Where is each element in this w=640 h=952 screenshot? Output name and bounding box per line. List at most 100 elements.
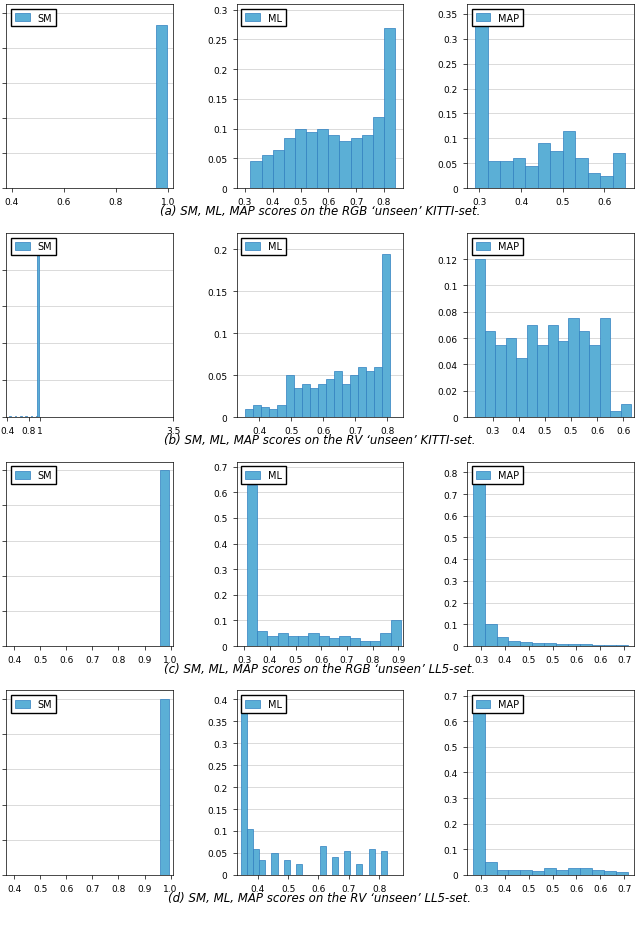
Bar [532,871,544,875]
Bar [579,332,589,418]
Bar [600,176,612,189]
Bar [306,132,317,189]
Bar [370,642,380,646]
Bar [563,131,575,189]
Bar [621,405,631,418]
Bar [485,332,495,418]
Bar [516,359,527,418]
Legend: MAP: MAP [472,10,523,28]
Bar [278,406,285,418]
Bar [475,260,485,418]
Bar [538,144,550,189]
Bar [484,863,497,875]
Bar [525,167,538,189]
Bar [247,486,257,646]
Text: (a) SM, ML, MAP scores on the RGB ‘unseen’ KITTI-set.: (a) SM, ML, MAP scores on the RGB ‘unsee… [160,205,480,218]
Bar [580,645,592,646]
Bar [373,118,384,189]
Bar [544,643,556,646]
Bar [360,642,370,646]
Bar [273,150,284,189]
Bar [473,484,484,646]
Bar [329,639,339,646]
Bar [296,864,302,875]
Bar [339,636,349,646]
Bar [532,643,544,646]
Bar [589,346,600,418]
Bar [278,633,288,646]
Bar [509,870,520,875]
Bar [381,254,390,418]
Bar [298,636,308,646]
Bar [500,162,513,189]
Bar [268,636,278,646]
Bar [381,851,387,875]
Bar [317,385,326,418]
Bar [344,851,350,875]
Bar [592,645,604,646]
Bar [356,864,362,875]
Bar [159,471,169,646]
Bar [580,868,592,875]
Bar [544,868,556,875]
Legend: SM: SM [12,10,56,28]
Bar [351,138,362,189]
Bar [616,872,628,875]
Bar [317,129,328,189]
Bar [294,388,301,418]
Bar [575,159,588,189]
Bar [495,346,506,418]
Text: (c) SM, ML, MAP scores on the RGB ‘unseen’ LL5-set.: (c) SM, ML, MAP scores on the RGB ‘unsee… [164,662,476,675]
Bar [259,860,266,875]
Bar [257,631,268,646]
Bar [156,26,166,189]
Bar [10,416,11,418]
Bar [253,848,259,875]
Bar [358,367,365,418]
Bar [497,638,509,646]
Bar [473,701,484,875]
Bar [262,407,269,418]
Legend: ML: ML [241,466,285,485]
Bar [520,870,532,875]
Legend: MAP: MAP [472,238,523,256]
Bar [308,633,319,646]
Bar [384,29,395,189]
Bar [301,385,310,418]
Bar [509,641,520,646]
Legend: ML: ML [241,238,285,256]
Bar [253,406,262,418]
Bar [284,860,290,875]
Bar [380,633,390,646]
Bar [610,411,621,418]
Bar [616,645,628,646]
Bar [548,326,558,418]
Bar [513,159,525,189]
Bar [349,639,360,646]
Bar [250,162,262,189]
Bar [288,636,298,646]
Bar [247,829,253,875]
Bar [374,367,381,418]
Legend: ML: ML [241,10,285,28]
Bar [284,138,295,189]
Bar [592,870,604,875]
Legend: MAP: MAP [472,696,523,713]
Bar [262,156,273,189]
Bar [537,346,548,418]
Bar [497,870,509,875]
Legend: ML: ML [241,696,285,713]
Bar [310,388,317,418]
Bar [588,174,600,189]
Bar [520,642,532,646]
Bar [269,409,278,418]
Bar [245,409,253,418]
Bar [159,700,169,875]
Bar [241,708,247,875]
Legend: MAP: MAP [472,466,523,485]
Bar [26,417,27,418]
Bar [339,142,351,189]
Bar [349,376,358,418]
Bar [475,28,488,189]
Text: (d) SM, ML, MAP scores on the RV ‘unseen’ LL5-set.: (d) SM, ML, MAP scores on the RV ‘unseen… [168,891,472,903]
